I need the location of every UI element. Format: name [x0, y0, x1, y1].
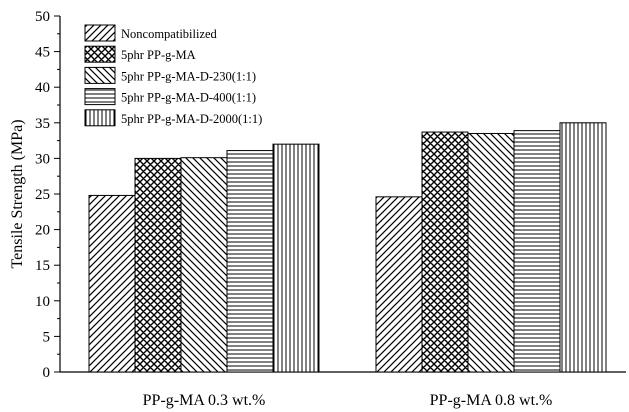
y-tick-label: 5 — [43, 329, 51, 345]
y-ticks: 0 5 10 15 20 25 30 35 40 45 50 — [35, 9, 60, 381]
bar-2-group-2 — [421, 131, 469, 373]
legend-swatch — [84, 24, 116, 42]
y-tick-label: 30 — [35, 151, 50, 167]
legend-swatch — [84, 45, 116, 63]
legend-label: 5phr PP-g-MA — [121, 48, 196, 62]
bar-1-group-2 — [375, 196, 423, 373]
y-tick-label: 25 — [35, 187, 50, 203]
bar-2-group-1 — [134, 157, 182, 373]
x-category-label: PP-g-MA 0.3 wt.% — [143, 392, 266, 409]
bar-3-group-1 — [180, 157, 228, 373]
x-tick-labels: PP-g-MA 0.3 wt.% PP-g-MA 0.8 wt.% — [143, 392, 553, 409]
legend: Noncompatibilized 5phr PP-g-MA 5phr PP-g-M… — [84, 24, 262, 127]
bar-1-group-1 — [88, 194, 136, 373]
y-tick-label: 35 — [35, 116, 50, 132]
y-tick-label: 15 — [35, 258, 50, 274]
bar-5-group-2 — [559, 122, 607, 373]
y-tick-label: 20 — [35, 223, 50, 239]
y-tick-label: 10 — [35, 294, 50, 310]
x-category-label: PP-g-MA 0.8 wt.% — [430, 392, 553, 409]
legend-label: 5phr PP-g-MA-D-400(1:1) — [121, 91, 256, 105]
y-tick-label: 45 — [35, 45, 50, 61]
y-axis-label: Tensile Strength (MPa) — [9, 119, 26, 268]
bar-3-group-2 — [467, 132, 515, 373]
legend-label: 5phr PP-g-MA-D-230(1:1) — [121, 69, 256, 83]
bars — [88, 122, 607, 373]
bar-4-group-1 — [226, 150, 274, 373]
legend-swatch — [84, 109, 116, 127]
legend-swatch — [84, 66, 116, 84]
legend-label: 5phr PP-g-MA-D-2000(1:1) — [121, 112, 262, 126]
y-tick-label: 40 — [35, 80, 50, 96]
bar-5-group-1 — [272, 143, 320, 373]
y-tick-label: 50 — [35, 9, 50, 25]
legend-swatch — [84, 88, 116, 106]
y-tick-label: 0 — [43, 365, 51, 381]
legend-label: Noncompatibilized — [121, 27, 218, 41]
bar-4-group-2 — [513, 130, 561, 373]
